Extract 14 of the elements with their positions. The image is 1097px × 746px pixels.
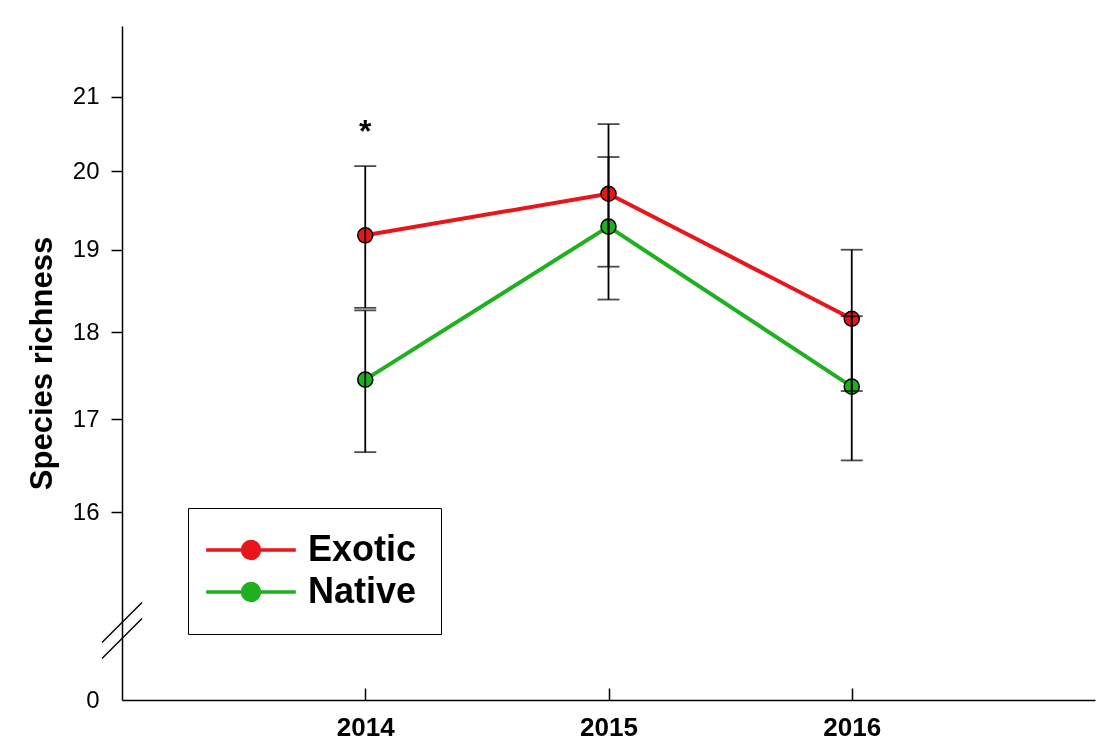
y-axis-title: Species richness [23,236,59,491]
legend-label: Native [308,570,417,611]
y-tick-label: 0 [86,685,100,713]
y-tick-label: 21 [72,82,100,110]
y-tick-label: 16 [72,497,100,525]
y-tick-label: 20 [72,156,100,184]
annotation: * [359,113,373,150]
y-tick-label: 19 [72,235,100,263]
y-tick-label: 17 [72,404,100,432]
legend-label: Exotic [308,528,417,569]
x-tick-label: 2016 [823,711,882,742]
x-tick-label: 2014 [336,711,396,742]
x-tick-label: 2015 [580,711,638,742]
y-tick-label: 18 [72,317,100,345]
